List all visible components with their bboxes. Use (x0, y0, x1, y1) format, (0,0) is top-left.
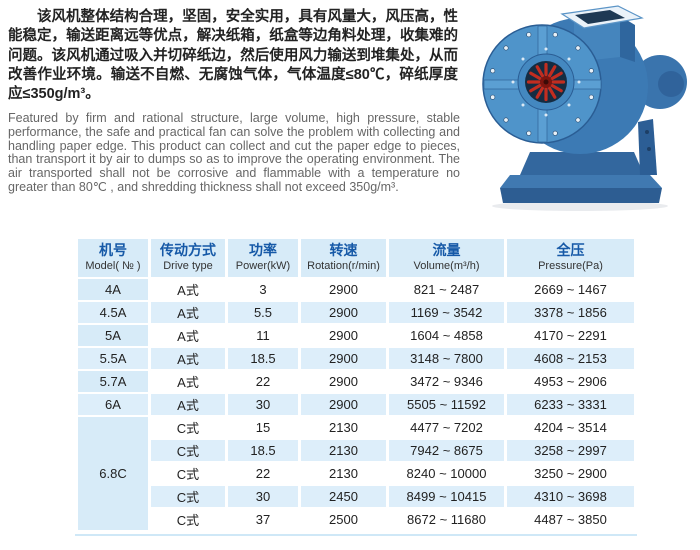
table-bottom-rule (75, 534, 637, 536)
cell-rotation: 2900 (301, 347, 386, 369)
cell-power: 22 (228, 370, 298, 392)
cell-drive: A式 (151, 278, 225, 300)
cell-pressure: 3250 ~ 2900 (507, 462, 634, 484)
cell-volume: 8672 ~ 11680 (389, 508, 504, 530)
cell-power: 3 (228, 278, 298, 300)
cell-volume: 7942 ~ 8675 (389, 439, 504, 461)
table-row: 4A A式 3 2900 821 ~ 2487 2669 ~ 1467 (78, 278, 634, 300)
table-row: C式 22 2130 8240 ~ 10000 3250 ~ 2900 (78, 462, 634, 484)
cell-volume: 8499 ~ 10415 (389, 485, 504, 507)
col-rotation-en-label: Rotation(r/min) (307, 259, 380, 272)
cell-volume: 5505 ~ 11592 (389, 393, 504, 415)
col-volume-zh-label: 流量 (432, 242, 461, 258)
cell-pressure: 4170 ~ 2291 (507, 324, 634, 346)
col-header-pressure: 全压 Pressure(Pa) (507, 239, 634, 277)
cell-rotation: 2500 (301, 508, 386, 530)
table-row: 5A A式 11 2900 1604 ~ 4858 4170 ~ 2291 (78, 324, 634, 346)
cell-model: 5A (78, 324, 148, 346)
table-row: 4.5A A式 5.5 2900 1169 ~ 3542 3378 ~ 1856 (78, 301, 634, 323)
col-drive-zh-label: 传动方式 (160, 242, 216, 258)
col-power-zh-label: 功率 (249, 242, 277, 258)
cell-pressure: 4487 ~ 3850 (507, 508, 634, 530)
cell-power: 15 (228, 416, 298, 438)
cell-power: 18.5 (228, 439, 298, 461)
cell-drive: C式 (151, 439, 225, 461)
cell-drive: C式 (151, 485, 225, 507)
cell-rotation: 2130 (301, 416, 386, 438)
cell-power: 22 (228, 462, 298, 484)
cell-rotation: 2900 (301, 278, 386, 300)
table-row: 5.5A A式 18.5 2900 3148 ~ 7800 4608 ~ 215… (78, 347, 634, 369)
cell-drive: C式 (151, 462, 225, 484)
cell-pressure: 2669 ~ 1467 (507, 278, 634, 300)
cell-drive: A式 (151, 347, 225, 369)
cell-rotation: 2900 (301, 370, 386, 392)
cell-volume: 3472 ~ 9346 (389, 370, 504, 392)
cell-volume: 1169 ~ 3542 (389, 301, 504, 323)
cell-power: 11 (228, 324, 298, 346)
cell-pressure: 4204 ~ 3514 (507, 416, 634, 438)
table-row: C式 37 2500 8672 ~ 11680 4487 ~ 3850 (78, 508, 634, 530)
intro-paragraph-en: Featured by firm and rational structure,… (8, 111, 460, 194)
cell-drive: A式 (151, 393, 225, 415)
cell-model: 6A (78, 393, 148, 415)
table-row: 6A A式 30 2900 5505 ~ 11592 6233 ~ 3331 (78, 393, 634, 415)
product-photo-centrifugal-fan (472, 4, 687, 214)
table-row: 5.7A A式 22 2900 3472 ~ 9346 4953 ~ 2906 (78, 370, 634, 392)
cell-model-merged: 6.8C (78, 416, 148, 530)
cell-volume: 4477 ~ 7202 (389, 416, 504, 438)
cell-drive: A式 (151, 324, 225, 346)
table-row: 6.8C C式 15 2130 4477 ~ 7202 4204 ~ 3514 (78, 416, 634, 530)
cell-pressure: 4953 ~ 2906 (507, 370, 634, 392)
cell-rotation: 2900 (301, 301, 386, 323)
cell-power: 30 (228, 485, 298, 507)
cell-rotation: 2130 (301, 439, 386, 461)
table-row: C式 30 2450 8499 ~ 10415 4310 ~ 3698 (78, 485, 634, 507)
cell-pressure: 6233 ~ 3331 (507, 393, 634, 415)
cell-pressure: 4608 ~ 2153 (507, 347, 634, 369)
cell-rotation: 2900 (301, 324, 386, 346)
col-volume-en-label: Volume(m³/h) (413, 259, 480, 272)
cell-drive: A式 (151, 301, 225, 323)
cell-model: 4.5A (78, 301, 148, 323)
cell-model: 5.7A (78, 370, 148, 392)
spec-table: 机号 Model( № ) 传动方式 Drive type 功率 Power(k… (75, 237, 637, 532)
col-model-en-label: Model( № ) (85, 259, 141, 272)
cell-model: 4A (78, 278, 148, 300)
col-header-volume: 流量 Volume(m³/h) (389, 239, 504, 277)
intro-paragraph-zh: 该风机整体结构合理，坚固，安全实用，具有风量大，风压高，性能稳定，输送距离远等优… (8, 9, 458, 103)
col-header-drive-type: 传动方式 Drive type (151, 239, 225, 277)
cell-power: 37 (228, 508, 298, 530)
cell-rotation: 2130 (301, 462, 386, 484)
cell-power: 18.5 (228, 347, 298, 369)
col-pressure-zh-label: 全压 (556, 242, 585, 258)
col-drive-en-label: Drive type (163, 259, 213, 272)
cell-rotation: 2900 (301, 393, 386, 415)
cell-model: 5.5A (78, 347, 148, 369)
col-rotation-zh-label: 转速 (329, 242, 358, 258)
cell-pressure: 3378 ~ 1856 (507, 301, 634, 323)
cell-power: 30 (228, 393, 298, 415)
centrifugal-fan-image (482, 5, 687, 211)
cell-pressure: 3258 ~ 2997 (507, 439, 634, 461)
col-header-model: 机号 Model( № ) (78, 239, 148, 277)
cell-power: 5.5 (228, 301, 298, 323)
cell-volume: 1604 ~ 4858 (389, 324, 504, 346)
cell-volume: 8240 ~ 10000 (389, 462, 504, 484)
table-row: C式 18.5 2130 7942 ~ 8675 3258 ~ 2997 (78, 439, 634, 461)
cell-pressure: 4310 ~ 3698 (507, 485, 634, 507)
cell-volume: 821 ~ 2487 (389, 278, 504, 300)
col-header-power: 功率 Power(kW) (228, 239, 298, 277)
table-header-row: 机号 Model( № ) 传动方式 Drive type 功率 Power(k… (78, 239, 634, 277)
cell-rotation: 2450 (301, 485, 386, 507)
col-pressure-en-label: Pressure(Pa) (538, 259, 603, 272)
col-header-rotation: 转速 Rotation(r/min) (301, 239, 386, 277)
cell-drive: A式 (151, 370, 225, 392)
col-model-zh-label: 机号 (99, 242, 127, 258)
cell-drive: C式 (151, 508, 225, 530)
cell-volume: 3148 ~ 7800 (389, 347, 504, 369)
col-power-en-label: Power(kW) (235, 259, 291, 272)
cell-drive: C式 (151, 416, 225, 438)
